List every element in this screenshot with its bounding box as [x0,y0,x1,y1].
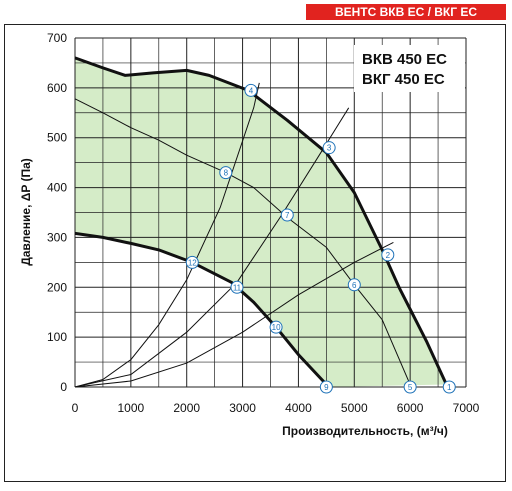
operating-point-4: 4 [244,83,258,97]
operating-point-10: 10 [269,320,283,334]
operating-point-1: 1 [442,380,456,394]
operating-point-marker [381,248,395,262]
y-tick-label: 200 [47,280,67,294]
operating-point-11: 11 [230,280,244,294]
y-axis-title: Давление, ΔP (Па) [19,158,33,266]
operating-point-label: 6 [352,281,357,290]
x-axis-title: Производительность, (м³/ч) [282,424,448,438]
operating-point-marker [442,380,456,394]
model-label-box [354,45,465,92]
operating-point-9: 9 [319,380,333,394]
y-tick-label: 500 [47,131,67,145]
operating-point-label: 7 [285,211,290,220]
operating-point-marker [322,141,336,155]
model-label-vkv: ВКВ 450 ЕС [362,51,447,68]
y-tick-label: 0 [60,380,67,394]
operating-point-label: 11 [233,283,242,292]
operating-point-marker [347,278,361,292]
x-tick-label: 2000 [173,401,200,415]
x-tick-label: 0 [72,401,79,415]
operating-point-marker [269,320,283,334]
y-tick-label: 400 [47,181,67,195]
operating-point-12: 12 [185,255,199,269]
operating-point-7: 7 [280,208,294,222]
x-tick-label: 5000 [341,401,368,415]
x-tick-label: 1000 [118,401,145,415]
working-area [75,57,447,388]
x-tick-label: 6000 [397,401,424,415]
operating-point-3: 3 [322,141,336,155]
operating-point-8: 8 [219,166,233,180]
operating-point-label: 5 [408,383,413,392]
fan-curve-max-speed [74,56,448,386]
working-range-area [75,57,447,388]
model-label-vkg: ВКГ 450 ЕС [362,71,445,88]
system-curve [74,241,394,388]
x-tick-label: 3000 [229,401,256,415]
operating-point-5: 5 [403,380,417,394]
operating-point-label: 10 [272,323,281,332]
operating-point-2: 2 [381,248,395,262]
tick-labels: 0 1000 2000 3000 4000 5000 6000 7000 0 100 200 300 4… [47,31,480,415]
operating-point-marker [185,255,199,269]
operating-point-6: 6 [347,278,361,292]
fan-curve-mid-speed [74,98,411,385]
x-tick-label: 4000 [285,401,312,415]
operating-point-marker [280,208,294,222]
brand-tag: ВЕНТС ВКВ ЕС / ВКГ ЕС [306,4,506,20]
operating-point-marker [244,83,258,97]
operating-point-marker [319,380,333,394]
y-tick-label: 100 [47,330,67,344]
y-tick-label: 600 [47,81,67,95]
operating-point-label: 3 [327,144,332,153]
chart-frame [4,24,506,482]
operating-point-marker [403,380,417,394]
operating-point-label: 1 [447,383,452,392]
operating-point-label: 12 [188,258,197,267]
operating-point-label: 4 [249,86,254,95]
x-tick-label: 7000 [453,401,480,415]
fan-curve-min-speed [74,231,328,386]
operating-point-marker [230,280,244,294]
y-tick-label: 700 [47,31,67,45]
system-curve [74,82,260,388]
operating-point-label: 9 [324,383,329,392]
operating-point-label: 8 [224,169,229,178]
y-tick-label: 300 [47,230,67,244]
operating-point-label: 2 [386,251,391,260]
operating-point-marker [219,166,233,180]
